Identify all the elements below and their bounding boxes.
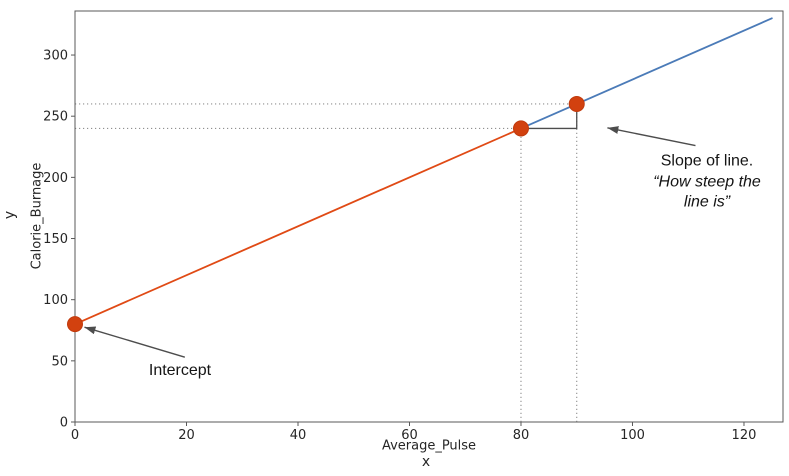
y-tick-label: 150 <box>43 232 68 247</box>
y-axis-label: Calorie_Burnage <box>29 162 45 270</box>
x-tick-label: 20 <box>178 428 195 443</box>
y-tick-label: 300 <box>43 49 68 64</box>
slope-annotation-line2: “How steep the <box>653 172 761 190</box>
x-axis-label: Average_Pulse <box>381 438 477 454</box>
y-tick-label: 250 <box>43 110 68 125</box>
y-tick-label: 200 <box>43 171 68 186</box>
y-tick-label: 100 <box>43 293 68 308</box>
slope-bracket <box>520 103 578 130</box>
series-red-segment <box>74 127 522 326</box>
x-tick-label: 40 <box>290 428 307 443</box>
y-tick-label: 50 <box>51 354 68 369</box>
outer-y-label: y <box>2 210 18 220</box>
slope-annotation: Slope of line. “How steep the line is” <box>653 151 761 213</box>
outer-x-label: x <box>421 454 431 470</box>
intercept-arrow <box>84 326 186 358</box>
x-tick-label: 60 <box>401 428 418 443</box>
x-tick-label: 0 <box>71 428 79 443</box>
slope-annotation-line3: line is” <box>683 193 731 211</box>
x-tick-label: 120 <box>732 428 757 443</box>
slope-annotation-line1: Slope of line. <box>660 152 754 170</box>
x-tick-label: 100 <box>620 428 645 443</box>
slope-point-1 <box>512 120 529 137</box>
series-blue-segment <box>520 17 773 130</box>
intercept-annotation: Intercept <box>148 362 212 379</box>
y-tick-label: 0 <box>60 416 68 431</box>
intercept-point <box>67 316 83 333</box>
slope-arrow <box>607 126 696 147</box>
plot-border <box>74 10 784 423</box>
x-tick-label: 80 <box>513 428 530 443</box>
slope-point-2 <box>568 95 585 112</box>
